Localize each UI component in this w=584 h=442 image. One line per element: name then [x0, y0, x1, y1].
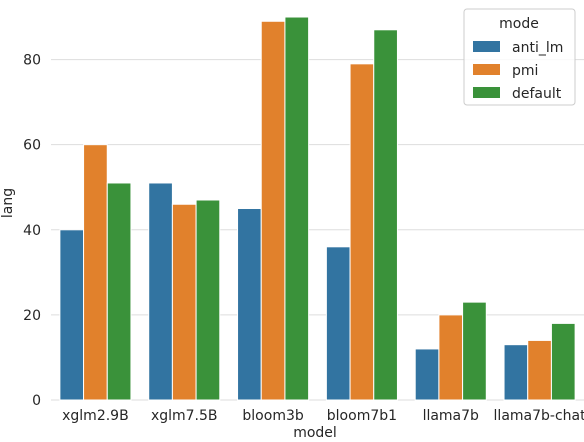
x-tick-label-1: xglm7.5B — [151, 408, 218, 424]
bar-pmi-llama7b — [438, 314, 464, 401]
legend-title: mode — [499, 16, 539, 32]
bar-pmi-llama7b-chat — [527, 339, 552, 401]
y-tick-label-0: 0 — [32, 393, 41, 409]
bar-pmi-bloom3b — [260, 20, 286, 401]
y-tick-label-1: 20 — [23, 308, 41, 324]
bar-anti_lm-bloom7b1 — [325, 246, 351, 401]
x-tick-labels: xglm2.9B xglm7.5B bloom3b bloom7b1 llama7b ll… — [62, 408, 584, 424]
bar-anti_lm-llama7b-chat — [503, 344, 529, 401]
bar-default-xglm2.9B — [106, 182, 132, 401]
x-tick-label-4: llama7b — [423, 408, 479, 424]
x-tick-label-3: bloom7b1 — [327, 408, 397, 424]
bar-pmi-xglm7.5B — [171, 203, 197, 401]
bar-anti_lm-bloom3b — [237, 208, 262, 401]
bar-anti_lm-xglm2.9B — [59, 229, 85, 401]
legend-label-pmi: pmi — [512, 63, 538, 79]
y-tick-label-4: 80 — [23, 53, 41, 69]
bar-anti_lm-llama7b — [414, 348, 440, 401]
bar-default-llama7b — [462, 301, 487, 401]
bars — [59, 16, 576, 401]
bar-default-bloom7b1 — [373, 29, 398, 401]
x-tick-label-2: bloom3b — [242, 408, 303, 424]
x-axis-label: model — [293, 425, 337, 441]
y-tick-label-3: 60 — [23, 138, 41, 154]
bar-pmi-bloom7b1 — [349, 63, 375, 401]
x-tick-label-5: llama7b-chat — [494, 408, 584, 424]
y-axis-label: lang — [0, 188, 16, 218]
legend-swatch-default — [473, 87, 500, 98]
bar-default-xglm7.5B — [195, 199, 221, 401]
gridlines — [51, 59, 584, 401]
x-tick-label-0: xglm2.9B — [62, 408, 129, 424]
legend-swatch-anti_lm — [473, 41, 500, 52]
y-tick-label-2: 40 — [23, 223, 41, 239]
bar-default-llama7b-chat — [550, 322, 576, 401]
legend-label-default: default — [512, 86, 562, 102]
bar-pmi-xglm2.9B — [83, 144, 108, 401]
legend-label-anti_lm: anti_lm — [512, 40, 563, 56]
legend-box — [463, 8, 576, 106]
legend-swatch-pmi — [473, 64, 500, 75]
y-tick-labels: 0 20 40 60 80 — [23, 53, 41, 409]
bar-default-bloom3b — [284, 16, 310, 401]
bar-anti_lm-xglm7.5B — [148, 182, 173, 401]
